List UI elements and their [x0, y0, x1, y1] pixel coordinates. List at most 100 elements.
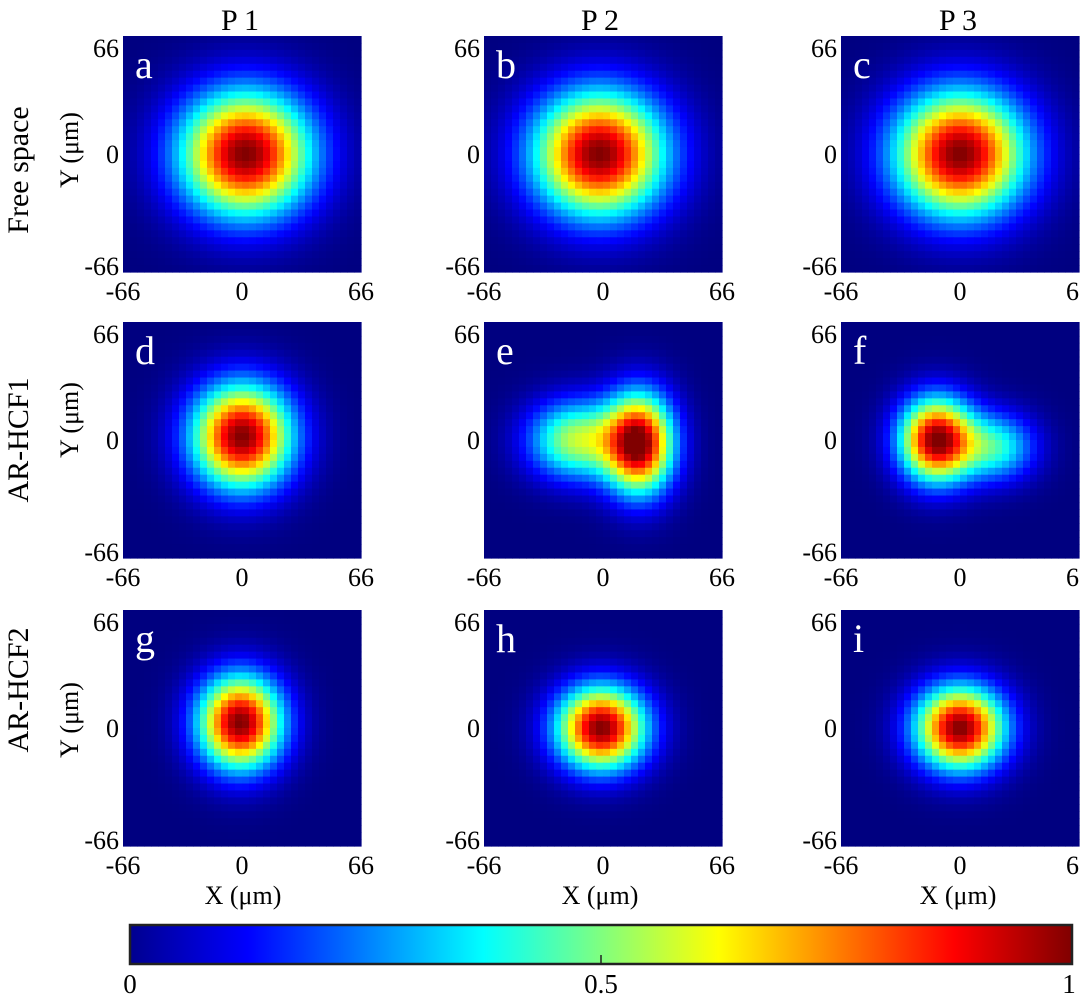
heatmap-cell — [883, 77, 891, 86]
heatmap-cell — [333, 433, 341, 441]
heatmap-cell — [165, 322, 173, 330]
heatmap-cell — [214, 77, 222, 86]
heatmap-cell — [200, 419, 208, 427]
heatmap-cell — [701, 244, 709, 252]
heatmap-cell — [284, 481, 292, 490]
heatmap-cell — [659, 140, 667, 148]
heatmap-cell — [589, 384, 597, 393]
heatmap-cell — [242, 91, 250, 100]
heatmap-cell — [340, 126, 348, 134]
heatmap-cell — [575, 209, 583, 218]
heatmap-cell — [200, 537, 208, 545]
heatmap-cell — [235, 195, 243, 204]
heatmap-cell — [918, 237, 926, 245]
heatmap-cell — [624, 230, 632, 238]
heatmap-cell — [284, 160, 292, 169]
heatmap-cell — [610, 167, 618, 176]
heatmap-cell — [638, 63, 646, 72]
heatmap-cell — [186, 516, 194, 524]
heatmap-cell — [981, 244, 989, 252]
heatmap-cell — [151, 453, 159, 462]
heatmap-cell — [638, 356, 646, 365]
heatmap-cell — [694, 119, 702, 127]
heatmap-cell — [172, 335, 180, 344]
heatmap-cell — [249, 140, 257, 148]
heatmap-cell — [1044, 237, 1052, 245]
heatmap-cell — [841, 265, 849, 273]
heatmap-cell — [624, 356, 632, 365]
heatmap-cell — [904, 77, 912, 86]
heatmap-cell — [512, 140, 520, 148]
heatmap-cell — [1016, 244, 1024, 252]
heatmap-cell — [319, 174, 327, 183]
heatmap-cell — [1044, 251, 1052, 259]
heatmap-cell — [512, 377, 520, 386]
heatmap-cell — [354, 265, 362, 273]
heatmap-cell — [172, 265, 180, 273]
heatmap-cell — [897, 63, 905, 72]
heatmap-cell — [673, 230, 681, 238]
heatmap-cell — [526, 195, 534, 204]
heatmap-cell — [596, 36, 604, 44]
heatmap-cell — [354, 544, 362, 552]
heatmap-cell — [659, 98, 667, 107]
heatmap-cell — [249, 63, 257, 72]
heatmap-cell — [200, 77, 208, 86]
heatmap-cell — [298, 154, 306, 162]
heatmap-cell — [284, 328, 292, 337]
heatmap-cell — [193, 244, 201, 252]
heatmap-cell — [512, 342, 520, 351]
heatmap-cell — [596, 244, 604, 252]
heatmap-cell — [1009, 119, 1017, 127]
heatmap-cell — [575, 195, 583, 204]
heatmap-cell — [354, 251, 362, 259]
heatmap-cell — [312, 440, 320, 448]
heatmap-cell — [347, 377, 355, 386]
heatmap-cell — [631, 209, 639, 218]
heatmap-cell — [645, 237, 653, 245]
heatmap-cell — [207, 322, 215, 330]
heatmap-cell — [263, 467, 271, 476]
heatmap-cell — [179, 530, 187, 538]
heatmap-cell — [326, 98, 334, 107]
heatmap-cell — [193, 237, 201, 245]
heatmap-cell — [221, 77, 229, 86]
heatmap-cell — [347, 363, 355, 372]
heatmap-cell — [235, 398, 243, 406]
heatmap-cell — [918, 174, 926, 183]
heatmap-cell — [186, 363, 194, 372]
heatmap-cell — [235, 356, 243, 365]
heatmap-cell — [631, 244, 639, 252]
heatmap-cell — [1016, 77, 1024, 86]
heatmap-cell — [165, 223, 173, 231]
heatmap-cell — [596, 188, 604, 197]
heatmap-cell — [526, 188, 534, 197]
heatmap-cell — [172, 426, 180, 434]
heatmap-cell — [1002, 230, 1010, 238]
heatmap-cell — [298, 544, 306, 552]
heatmap-cell — [1037, 258, 1045, 266]
heatmap-cell — [659, 49, 667, 58]
heatmap-cell — [242, 370, 250, 379]
heatmap-cell — [645, 188, 653, 197]
heatmap-cell — [123, 160, 131, 169]
heatmap-cell — [249, 56, 257, 65]
heatmap-cell — [841, 77, 849, 86]
heatmap-cell — [708, 119, 716, 127]
heatmap-cell — [694, 370, 702, 379]
heatmap-cell — [270, 126, 278, 134]
heatmap-cell — [974, 181, 982, 190]
heatmap-cell — [298, 188, 306, 197]
heatmap-cell — [179, 377, 187, 386]
heatmap-cell — [186, 265, 194, 273]
heatmap-cell — [214, 460, 222, 469]
heatmap-cell — [165, 509, 173, 517]
heatmap-cell — [1058, 223, 1066, 231]
heatmap-cell — [610, 258, 618, 266]
heatmap-cell — [554, 63, 562, 72]
heatmap-cell — [512, 335, 520, 344]
heatmap-cell — [193, 502, 201, 511]
heatmap-cell — [200, 147, 208, 155]
heatmap-cell — [596, 112, 604, 120]
heatmap-cell — [498, 216, 506, 225]
